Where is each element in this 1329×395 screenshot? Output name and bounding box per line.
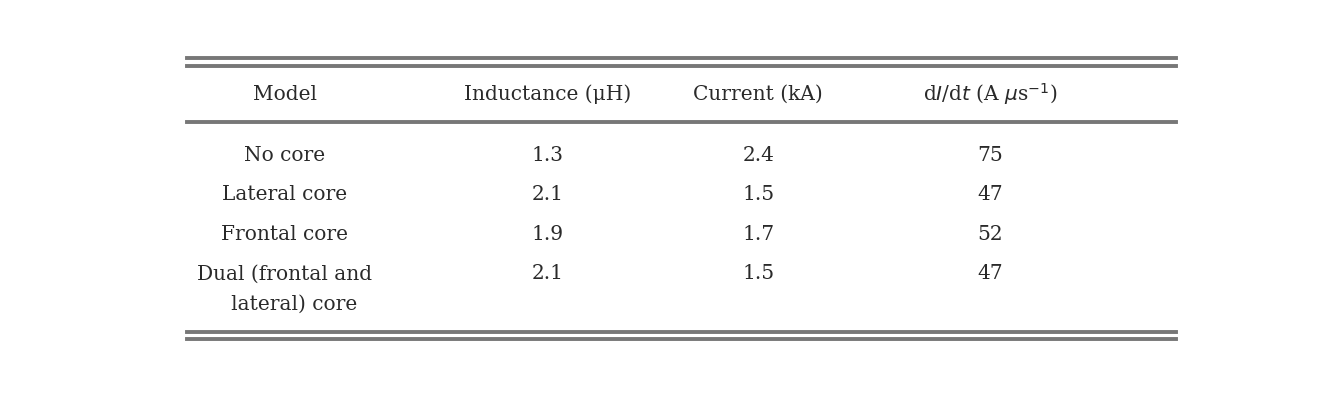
Text: Current (kA): Current (kA) — [694, 85, 823, 104]
Text: 2.4: 2.4 — [743, 146, 775, 165]
Text: 1.7: 1.7 — [743, 225, 775, 244]
Text: 75: 75 — [977, 146, 1003, 165]
Text: 47: 47 — [977, 265, 1003, 284]
Text: Model: Model — [253, 85, 316, 104]
Text: 1.5: 1.5 — [743, 185, 775, 205]
Text: d$\it{I}$/d$\it{t}$ (A $\mu$s$^{-1}$): d$\it{I}$/d$\it{t}$ (A $\mu$s$^{-1}$) — [922, 82, 1058, 107]
Text: 2.1: 2.1 — [532, 265, 563, 284]
Text: Lateral core: Lateral core — [222, 185, 347, 205]
Text: Dual (frontal and: Dual (frontal and — [197, 265, 372, 284]
Text: 1.5: 1.5 — [743, 265, 775, 284]
Text: Frontal core: Frontal core — [221, 225, 348, 244]
Text: 47: 47 — [977, 185, 1003, 205]
Text: 52: 52 — [977, 225, 1003, 244]
Text: lateral) core: lateral) core — [211, 295, 358, 314]
Text: Inductance (μH): Inductance (μH) — [464, 85, 631, 104]
Text: 2.1: 2.1 — [532, 185, 563, 205]
Text: 1.9: 1.9 — [532, 225, 563, 244]
Text: 1.3: 1.3 — [532, 146, 563, 165]
Text: No core: No core — [245, 146, 326, 165]
